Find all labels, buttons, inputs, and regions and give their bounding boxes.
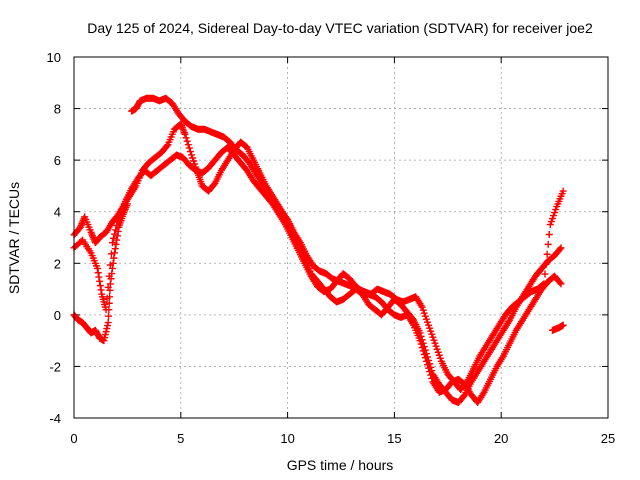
data-point [105, 306, 113, 314]
data-point [96, 282, 104, 290]
x-tick-label: 20 [494, 431, 508, 446]
x-tick-label: 5 [177, 431, 184, 446]
data-point [104, 319, 112, 327]
data-point [186, 148, 194, 156]
data-point [426, 368, 434, 376]
y-tick-label: 8 [54, 102, 61, 117]
data-point [163, 142, 171, 150]
data-point [105, 299, 113, 307]
data-point [123, 200, 131, 208]
data-point [544, 240, 552, 248]
data-point [181, 130, 189, 138]
plot-frame [73, 56, 609, 419]
x-tick-label: 15 [387, 431, 401, 446]
y-tick-label: 2 [54, 256, 61, 271]
data-point [427, 371, 435, 379]
data-point [113, 236, 121, 244]
data-point [542, 260, 550, 268]
data-point [425, 364, 433, 372]
data-point [114, 227, 122, 235]
data-point [556, 279, 564, 287]
data-point [94, 269, 102, 277]
data-point [111, 249, 119, 257]
data-point [422, 357, 430, 365]
y-tick-label: -4 [49, 411, 61, 426]
data-point [112, 240, 120, 248]
series-track-c [70, 94, 567, 394]
x-tick-label: 0 [70, 431, 77, 446]
data-point [106, 280, 114, 288]
data-point [541, 270, 549, 278]
data-point [183, 137, 191, 145]
data-point [420, 350, 428, 358]
data-point [543, 250, 551, 258]
data-point [97, 286, 105, 294]
data-point [416, 337, 424, 345]
data-point [418, 344, 426, 352]
x-tick-label: 25 [601, 431, 615, 446]
data-point [106, 286, 114, 294]
y-tick-label: 0 [54, 308, 61, 323]
data-point [559, 187, 567, 195]
data-point [105, 312, 113, 320]
y-tick-label: 10 [47, 50, 61, 65]
data-point [185, 144, 193, 152]
data-point [111, 245, 119, 253]
data-point [108, 239, 116, 247]
x-tick-label: 10 [280, 431, 294, 446]
data-point [106, 293, 114, 301]
data-point [539, 281, 547, 289]
data-point [424, 361, 432, 369]
data-point [182, 134, 190, 142]
data-points [70, 94, 567, 407]
data-point [108, 264, 116, 272]
data-point [557, 244, 565, 252]
grid [74, 57, 608, 418]
x-axis-label: GPS time / hours [287, 457, 394, 473]
data-point [419, 347, 427, 355]
y-axis-label: SDTVAR / TECUs [6, 182, 22, 294]
data-point [559, 321, 567, 329]
data-point [96, 277, 104, 285]
y-tick-label: -2 [49, 359, 61, 374]
chart-title: Day 125 of 2024, Sidereal Day-to-day VTE… [87, 20, 593, 36]
data-point [428, 374, 436, 382]
y-tick-label: 6 [54, 153, 61, 168]
data-point [556, 245, 564, 253]
data-point [110, 254, 118, 262]
data-point [417, 340, 425, 348]
data-point [108, 270, 116, 278]
data-point [557, 280, 565, 288]
data-point [109, 259, 117, 267]
data-point [95, 273, 103, 281]
data-point [540, 280, 548, 288]
data-point [93, 264, 101, 272]
data-point [107, 250, 115, 258]
data-point [421, 354, 429, 362]
data-point [184, 141, 192, 149]
y-tick-label: 4 [54, 205, 61, 220]
axis-ticks: 0 5 10 15 20 25 -4 -2 0 2 4 6 8 10 [47, 50, 616, 446]
data-point [107, 275, 115, 283]
data-point [545, 230, 553, 238]
data-point [113, 232, 121, 240]
